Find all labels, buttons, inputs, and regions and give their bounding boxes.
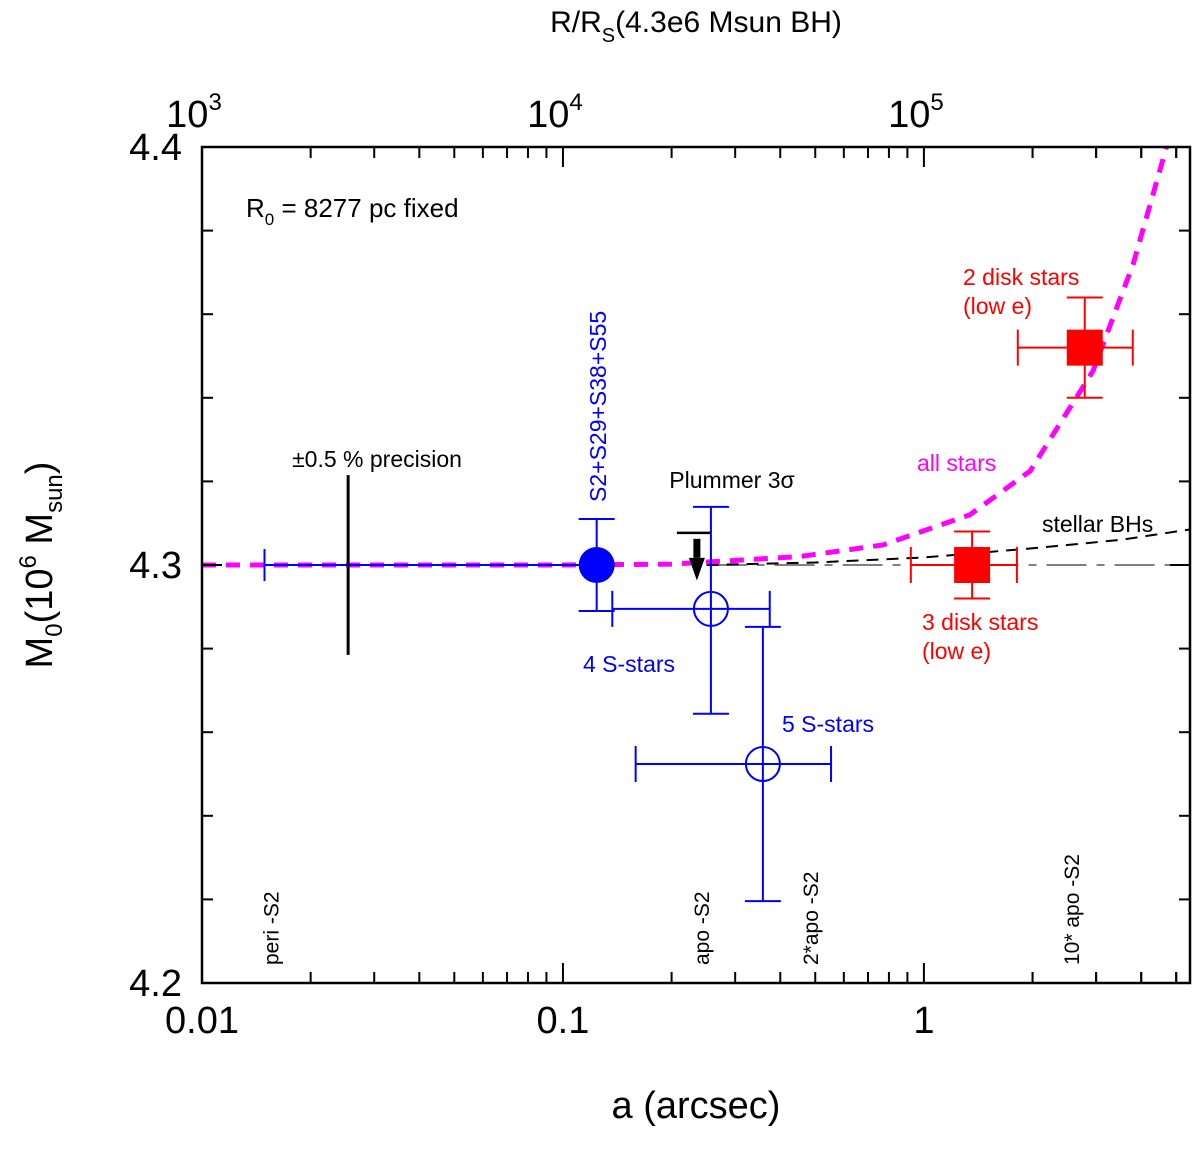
label-3-disk-stars-e: (low e) (922, 638, 991, 664)
plummer-arrow-shaft (693, 538, 701, 558)
x-axis-title: a (arcsec) (612, 1085, 781, 1127)
y-tick-label: 4.2 (129, 963, 182, 1005)
data-point (634, 625, 833, 903)
down-arrow-icon (688, 557, 705, 581)
r0-annotation: R0 = 8277 pc fixed (246, 193, 459, 229)
vertical-marker-label: 2*apo -S2 (800, 872, 823, 965)
marker-filled-square (1066, 329, 1103, 366)
data-point (611, 505, 771, 715)
label-2-disk-stars-e: (low e) (963, 293, 1032, 319)
y-tick-label: 4.3 (129, 545, 182, 587)
top-tick-label: 104 (527, 89, 583, 136)
data-point (1016, 296, 1134, 399)
marker-open-circle (692, 590, 729, 627)
marker-open-circle (744, 745, 781, 782)
vertical-marker-label: apo -S2 (691, 891, 714, 965)
vertical-marker-label: 10* apo -S2 (1061, 854, 1084, 965)
vertical-marker-label: peri -S2 (261, 891, 284, 965)
data-point (578, 518, 615, 612)
x-tick-label: 0.1 (537, 1000, 590, 1042)
label-all-stars: all stars (917, 450, 996, 476)
y-tick-label: 4.4 (129, 127, 182, 169)
marker-filled-square (954, 547, 991, 583)
label-3-disk-stars: 3 disk stars (922, 609, 1038, 635)
plummer-label: Plummer 3σ (669, 467, 794, 493)
top-tick-label: 103 (166, 89, 222, 136)
x-tick-label: 1 (913, 1000, 934, 1042)
label-2-disk-stars: 2 disk stars (963, 264, 1079, 290)
label-4-s-stars: 4 S-stars (583, 651, 675, 677)
label-5-s-stars: 5 S-stars (782, 711, 874, 737)
y-axis-title: M0(106 Msun) (15, 462, 68, 669)
data-point (909, 530, 1018, 600)
x-tick-label: 0.01 (165, 1000, 239, 1042)
series-line-all-stars (202, 146, 1169, 568)
label-stellar-bhs: stellar BHs (1042, 511, 1153, 537)
precision-label: ±0.5 % precision (292, 446, 462, 472)
marker-filled-circle (578, 547, 615, 583)
top-axis-title: R/RS(4.3e6 Msun BH) (550, 6, 842, 47)
label-s2-combo: S2+S29+S38+S55 (585, 311, 611, 502)
top-tick-label: 105 (888, 89, 944, 136)
